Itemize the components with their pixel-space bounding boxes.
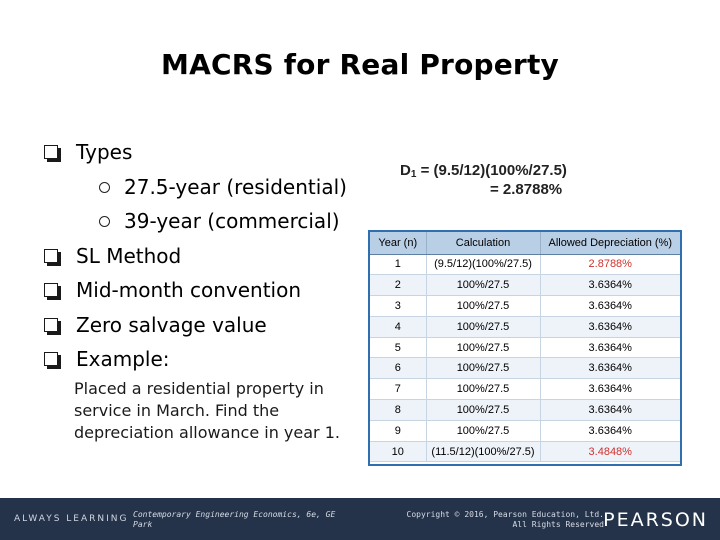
cell-depreciation: 3.6364%	[540, 420, 680, 442]
formula-d-label: D	[400, 162, 411, 179]
depreciation-table: Year (n) Calculation Allowed Depreciatio…	[368, 230, 682, 466]
bullet-list: Types 27.5-year (residential) 39-year (c…	[44, 138, 364, 380]
table-row: 10 (11.5/12)(100%/27.5) 3.4848%	[370, 441, 680, 463]
cell-depreciation: 3.6364%	[540, 295, 680, 317]
cell-depreciation: 3.6364%	[540, 378, 680, 401]
cell-depreciation: 3.6364%	[540, 337, 680, 359]
cell-depreciation: 2.8788%	[540, 254, 680, 276]
table-header-row: Year (n) Calculation Allowed Depreciatio…	[370, 232, 680, 255]
cell-depreciation: 3.6364%	[540, 399, 680, 421]
cell-year: 1	[370, 254, 427, 276]
cell-year: 7	[370, 378, 427, 401]
cell-year: 8	[370, 399, 427, 421]
table-row: 5 100%/27.5 3.6364%	[370, 337, 680, 359]
sub-bullet-commercial-text: 39-year (commercial)	[124, 209, 340, 233]
bullet-zero-salvage: Zero salvage value	[44, 311, 364, 346]
bullet-mid-month: Mid-month convention	[44, 276, 364, 311]
cell-calculation: 100%/27.5	[426, 295, 541, 317]
table-row: 6 100%/27.5 3.6364%	[370, 357, 680, 380]
cell-calculation: 100%/27.5	[426, 316, 541, 338]
sub-bullet-residential-text: 27.5-year (residential)	[124, 174, 347, 199]
bullet-mid-month-text: Mid-month convention	[76, 278, 302, 302]
table-row: 8 100%/27.5 3.6364%	[370, 399, 680, 421]
cell-calculation: 100%/27.5	[426, 420, 541, 442]
checkbox-bullet-icon	[44, 317, 61, 335]
table-row: 3 100%/27.5 3.6364%	[370, 295, 680, 317]
header-allowed-depreciation: Allowed Depreciation (%)	[540, 232, 680, 255]
formula-expression: = (9.5/12)(100%/27.5)	[416, 162, 567, 179]
checkbox-bullet-icon	[44, 352, 61, 369]
book-citation-line-1: Contemporary Engineering Economics, 6e, …	[133, 510, 336, 519]
sub-bullet-commercial: 39-year (commercial)	[44, 207, 364, 242]
bullet-types: Types	[44, 138, 364, 173]
cell-calculation: (11.5/12)(100%/27.5)	[426, 441, 541, 463]
table-body: 1 (9.5/12)(100%/27.5) 2.8788% 2 100%/27.5 3.6…	[370, 254, 680, 463]
cell-year: 5	[370, 337, 427, 359]
circle-bullet-icon	[99, 181, 110, 193]
cell-depreciation: 3.6364%	[540, 274, 680, 297]
cell-depreciation: 3.6364%	[540, 316, 680, 338]
bullet-example: Example:	[44, 345, 364, 380]
copyright-line-1: Copyright © 2016, Pearson Education, Ltd…	[406, 510, 604, 519]
cell-year: 3	[370, 295, 427, 317]
copyright-line-2: All Rights Reserved	[512, 520, 604, 529]
book-citation-line-2: Park	[133, 520, 153, 529]
header-year: Year (n)	[370, 232, 427, 255]
cell-calculation: (9.5/12)(100%/27.5)	[426, 254, 541, 276]
table-row: 9 100%/27.5 3.6364%	[370, 420, 680, 442]
table-row: 7 100%/27.5 3.6364%	[370, 378, 680, 401]
cell-calculation: 100%/27.5	[426, 357, 541, 380]
book-citation: Contemporary Engineering Economics, 6e, …	[133, 510, 363, 530]
always-learning-label: ALWAYS LEARNING	[14, 514, 129, 524]
circle-bullet-icon	[99, 216, 110, 227]
cell-calculation: 100%/27.5	[426, 274, 541, 297]
bullet-zero-salvage-text: Zero salvage value	[76, 312, 267, 337]
footer-bar: ALWAYS LEARNING Contemporary Engineering…	[0, 498, 720, 540]
cell-calculation: 100%/27.5	[426, 399, 541, 421]
formula-line-1: D1 = (9.5/12)(100%/27.5)	[400, 162, 640, 180]
cell-year: 10	[370, 441, 427, 463]
bullet-sl-method: SL Method	[44, 242, 364, 277]
cell-year: 2	[370, 274, 427, 297]
bullet-types-text: Types	[76, 140, 133, 164]
formula-d-subscript: 1	[410, 169, 417, 180]
formula-result: = 2.8788%	[490, 181, 563, 198]
checkbox-bullet-icon	[44, 283, 61, 300]
cell-calculation: 100%/27.5	[426, 378, 541, 401]
bullet-sl-method-text: SL Method	[76, 243, 182, 268]
formula-block: D1 = (9.5/12)(100%/27.5) = 2.8788%	[400, 162, 640, 198]
table-row: 1 (9.5/12)(100%/27.5) 2.8788%	[370, 254, 680, 276]
header-calculation: Calculation	[426, 232, 541, 255]
cell-year: 9	[370, 420, 427, 442]
cell-year: 4	[370, 316, 427, 338]
checkbox-bullet-icon	[44, 248, 61, 266]
table-row: 4 100%/27.5 3.6364%	[370, 316, 680, 338]
bullet-example-text: Example:	[76, 347, 170, 371]
cell-year: 6	[370, 357, 427, 380]
cell-calculation: 100%/27.5	[426, 337, 541, 359]
table-row: 2 100%/27.5 3.6364%	[370, 274, 680, 297]
depreciation-table-grid: Year (n) Calculation Allowed Depreciatio…	[370, 232, 680, 463]
sub-bullet-residential: 27.5-year (residential)	[44, 173, 364, 208]
slide-title: MACRS for Real Property	[161, 48, 559, 81]
cell-depreciation: 3.6364%	[540, 357, 680, 380]
pearson-logo: PEARSON	[603, 509, 708, 531]
copyright-notice: Copyright © 2016, Pearson Education, Ltd…	[354, 510, 604, 530]
cell-depreciation: 3.4848%	[540, 441, 680, 463]
checkbox-bullet-icon	[44, 145, 61, 162]
example-description: Placed a residential property in service…	[74, 379, 340, 442]
